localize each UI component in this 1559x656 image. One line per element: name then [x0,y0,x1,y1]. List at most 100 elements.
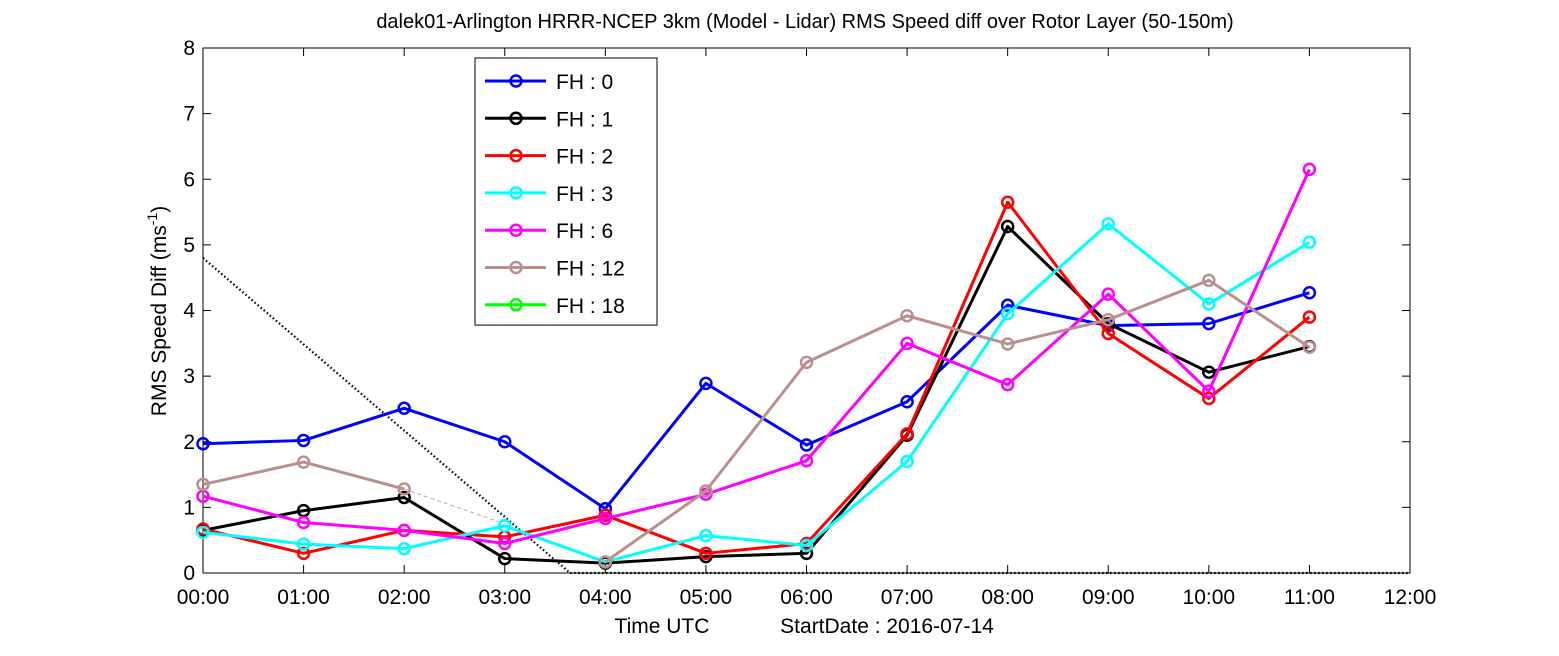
data-point [1101,217,1115,231]
data-point [1000,307,1015,321]
data-point [799,538,814,553]
x-tick-label: 10:00 [1183,586,1236,609]
y-tick-label: 0 [183,562,195,585]
legend-label: FH : 2 [556,146,613,169]
data-point [397,482,411,496]
series-line [202,225,1310,565]
y-tick-label: 8 [183,37,195,60]
x-tick-label: 02:00 [378,586,431,609]
data-point [598,511,613,526]
legend-marker [509,186,523,200]
legend-marker [509,260,523,275]
x-tick-label: 01:00 [277,586,330,609]
data-point [1000,337,1015,351]
data-point [1202,391,1216,406]
series-fh-0 [196,286,1317,516]
data-point [1302,235,1317,249]
x-axis-label-startdate: StartDate : 2016-07-14 [780,615,994,638]
data-point [397,490,411,505]
data-point [900,394,914,409]
x-tick-label: 05:00 [680,586,733,609]
data-point [699,528,713,543]
series-line [202,291,1310,511]
legend-label: FH : 1 [556,108,613,131]
data-point [699,546,713,561]
series-fh-2 [196,195,1317,561]
chart-title: dalek01-Arlington HRRR-NCEP 3km (Model -… [376,11,1233,33]
data-point [799,454,814,468]
data-point [196,436,210,451]
legend-label: FH : 3 [556,183,613,206]
data-point [900,454,914,469]
series-line [202,222,1311,564]
legend-label: FH : 0 [556,71,613,94]
series-fh-3 [196,217,1317,569]
y-tick-label: 5 [183,234,195,257]
legend-marker [509,223,523,237]
data-point [296,537,311,551]
data-point [196,477,210,492]
data-point [498,435,512,449]
series-layer [196,162,1410,575]
series-line [202,460,405,491]
data-point [296,546,311,561]
x-tick-label: 12:00 [1384,586,1437,609]
legend: FH : 0 FH : 1 FH : 2 FH : 3 FH : 6 FH : 12 FH … [474,57,658,326]
data-point [699,376,713,391]
y-tick-label: 2 [183,431,195,454]
data-point [498,551,512,566]
x-tick-label: 08:00 [981,586,1034,609]
ylabel-group: RMS Speed Diff (ms-1) [144,206,171,416]
reference-line [404,488,505,525]
legend-label: FH : 18 [556,295,625,318]
series-fh-1 [196,219,1317,570]
series-line [604,278,1311,564]
data-point [296,515,311,530]
data-point [1000,377,1015,392]
legend-marker [509,74,523,88]
data-point [900,336,914,351]
reference-line [202,257,571,574]
data-point [598,555,613,569]
series-line [202,168,1311,545]
legend-label: FH : 6 [556,220,613,243]
data-point [1302,310,1317,324]
data-point [1202,384,1216,398]
y-axis-label-close: ) [148,206,171,213]
x-axis-label-time: Time UTC [615,615,710,638]
y-tick-label: 7 [183,103,195,126]
x-tick-label: 06:00 [780,586,833,609]
series-fh-12 [196,273,1317,569]
series-fh-6 [196,162,1317,551]
data-point [1202,297,1216,311]
data-point [1101,312,1115,327]
data-point [498,536,512,551]
legend-label: FH : 12 [556,258,625,281]
x-tick-label: 03:00 [478,586,531,609]
y-tick-label: 3 [183,365,195,388]
data-point [196,525,210,540]
data-point [1000,195,1015,209]
data-point [799,438,814,452]
legend-marker [509,298,523,312]
data-point [1101,287,1115,301]
x-tick-label: 11:00 [1284,586,1335,609]
data-point [296,455,311,469]
data-point [699,484,713,498]
y-tick-label: 6 [183,168,195,191]
data-point [397,401,411,416]
data-point [498,519,512,533]
y-axis-label-sup: -1 [144,213,160,226]
plot-frame [202,47,1411,574]
legend-marker [509,111,523,126]
data-point [900,427,914,441]
data-point [1000,298,1015,312]
y-axis-label-main: RMS Speed Diff (ms [148,225,171,416]
data-point [397,541,411,556]
data-point [1302,286,1317,300]
y-tick-label: 4 [183,300,195,323]
data-point [799,355,814,370]
data-point [296,433,311,448]
series-line [202,200,1311,555]
